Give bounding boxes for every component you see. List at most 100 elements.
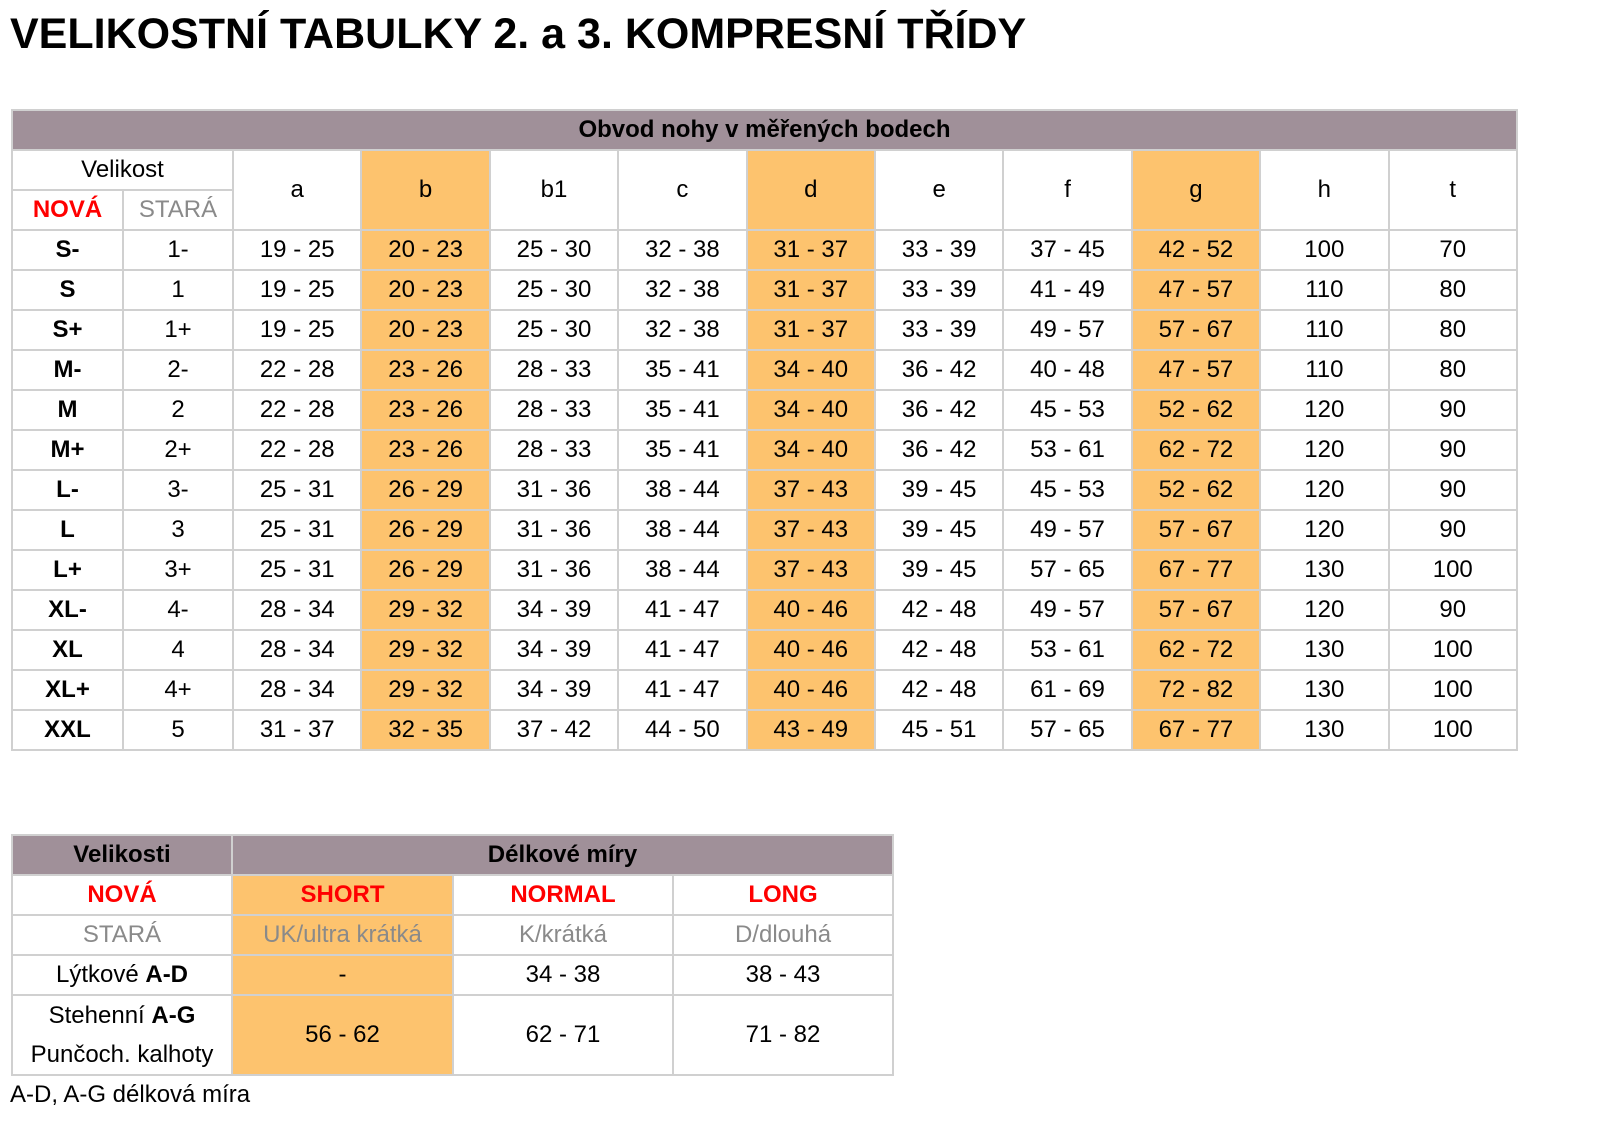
column-header-c: c bbox=[617, 149, 748, 231]
cell-t: 80 bbox=[1387, 269, 1519, 311]
cell-e: 33 - 39 bbox=[873, 309, 1005, 351]
cell-f: 57 - 65 bbox=[1002, 709, 1133, 751]
cell-f: 45 - 53 bbox=[1002, 389, 1133, 431]
cell-c: 32 - 38 bbox=[617, 229, 748, 271]
cell-b1: 31 - 36 bbox=[488, 469, 620, 511]
cell-d: 34 - 40 bbox=[745, 349, 876, 391]
cell-g: 52 - 62 bbox=[1130, 389, 1262, 431]
old-size: 2+ bbox=[122, 429, 234, 471]
cell-t: 90 bbox=[1387, 429, 1519, 471]
cell-e: 42 - 48 bbox=[873, 629, 1005, 671]
cell-c: 41 - 47 bbox=[617, 589, 748, 631]
sizes-header: Velikosti bbox=[11, 834, 233, 876]
cell-g: 62 - 72 bbox=[1130, 429, 1262, 471]
new-size: XL- bbox=[11, 589, 124, 631]
cell-b: 20 - 23 bbox=[360, 229, 491, 271]
table-row: XL- 4- 28 - 34 29 - 32 34 - 39 41 - 47 40 - 46… bbox=[11, 589, 1519, 631]
table-row: M- 2- 22 - 28 23 - 26 28 - 33 35 - 41 34 - 40 3… bbox=[11, 349, 1519, 391]
old-size-header: STARÁ bbox=[122, 189, 234, 231]
cell-f: 57 - 65 bbox=[1002, 549, 1133, 591]
calf-label-text: Lýtkové bbox=[55, 961, 146, 988]
table-caption: Obvod nohy v měřených bodech bbox=[11, 109, 1518, 151]
cell-b1: 34 - 39 bbox=[488, 629, 620, 671]
cell-d: 31 - 37 bbox=[745, 269, 876, 311]
new-size: M+ bbox=[11, 429, 124, 471]
new-size: S bbox=[11, 269, 124, 311]
cell-b: 29 - 32 bbox=[360, 669, 491, 711]
table-row: XL 4 28 - 34 29 - 32 34 - 39 41 - 47 40 - 46 42… bbox=[11, 629, 1519, 671]
cell-e: 39 - 45 bbox=[873, 509, 1005, 551]
table-row: M+ 2+ 22 - 28 23 - 26 28 - 33 35 - 41 34 - 40 3… bbox=[11, 429, 1519, 471]
cell-h: 120 bbox=[1259, 469, 1390, 511]
new-size: L- bbox=[11, 469, 124, 511]
column-header-e: e bbox=[873, 149, 1005, 231]
cell-b1: 28 - 33 bbox=[488, 389, 620, 431]
old-label: STARÁ bbox=[11, 914, 233, 956]
cell-a: 22 - 28 bbox=[231, 389, 363, 431]
cell-a: 19 - 25 bbox=[231, 229, 363, 271]
cell-h: 120 bbox=[1259, 389, 1390, 431]
cell-d: 34 - 40 bbox=[745, 429, 876, 471]
cell-b1: 25 - 30 bbox=[488, 269, 620, 311]
cell-b1: 31 - 36 bbox=[488, 549, 620, 591]
cell-d: 40 - 46 bbox=[745, 669, 876, 711]
cell-f: 53 - 61 bbox=[1002, 629, 1133, 671]
cell-e: 42 - 48 bbox=[873, 589, 1005, 631]
old-size: 1+ bbox=[122, 309, 234, 351]
cell-t: 80 bbox=[1387, 309, 1519, 351]
cell-b1: 28 - 33 bbox=[488, 429, 620, 471]
table-row: L- 3- 25 - 31 26 - 29 31 - 36 38 - 44 37 - 43 3… bbox=[11, 469, 1519, 511]
old-size-normal: K/krátká bbox=[452, 914, 674, 956]
old-size: 2 bbox=[122, 389, 234, 431]
cell-f: 40 - 48 bbox=[1002, 349, 1133, 391]
column-header-d: d bbox=[745, 149, 876, 231]
cell-h: 110 bbox=[1259, 349, 1390, 391]
calf-long: 38 - 43 bbox=[671, 954, 895, 996]
cell-b: 26 - 29 bbox=[360, 509, 491, 551]
table-row: S+ 1+ 19 - 25 20 - 23 25 - 30 32 - 38 31 - 37 3… bbox=[11, 309, 1519, 351]
calf-normal: 34 - 38 bbox=[452, 954, 674, 996]
cell-a: 22 - 28 bbox=[231, 349, 363, 391]
cell-d: 40 - 46 bbox=[745, 629, 876, 671]
new-size: XXL bbox=[11, 709, 124, 751]
cell-b1: 25 - 30 bbox=[488, 229, 620, 271]
cell-t: 100 bbox=[1387, 669, 1519, 711]
old-size: 1- bbox=[122, 229, 234, 271]
cell-t: 90 bbox=[1387, 389, 1519, 431]
cell-b: 20 - 23 bbox=[360, 269, 491, 311]
calf-short: - bbox=[231, 954, 454, 996]
old-size: 2- bbox=[122, 349, 234, 391]
table-row: XL+ 4+ 28 - 34 29 - 32 34 - 39 41 - 47 40 - 46… bbox=[11, 669, 1519, 711]
new-size: M bbox=[11, 389, 124, 431]
new-size: M- bbox=[11, 349, 124, 391]
cell-h: 120 bbox=[1259, 509, 1390, 551]
column-header-b1: b1 bbox=[488, 149, 620, 231]
cell-b: 23 - 26 bbox=[360, 429, 491, 471]
thigh-short: 56 - 62 bbox=[231, 994, 454, 1076]
cell-a: 28 - 34 bbox=[231, 669, 363, 711]
cell-c: 38 - 44 bbox=[617, 549, 748, 591]
thigh-label: Stehenní A-G Punčoch. kalhoty bbox=[11, 994, 233, 1076]
cell-f: 49 - 57 bbox=[1002, 309, 1133, 351]
cell-g: 47 - 57 bbox=[1130, 349, 1262, 391]
cell-e: 39 - 45 bbox=[873, 549, 1005, 591]
cell-c: 38 - 44 bbox=[617, 509, 748, 551]
old-size-long: D/dlouhá bbox=[671, 914, 895, 956]
column-header-h: h bbox=[1259, 149, 1390, 231]
cell-b: 26 - 29 bbox=[360, 549, 491, 591]
cell-g: 57 - 67 bbox=[1130, 589, 1262, 631]
cell-c: 35 - 41 bbox=[617, 349, 748, 391]
column-header-f: f bbox=[1002, 149, 1133, 231]
cell-c: 32 - 38 bbox=[617, 309, 748, 351]
cell-t: 100 bbox=[1387, 709, 1519, 751]
cell-d: 31 - 37 bbox=[745, 229, 876, 271]
new-size: S+ bbox=[11, 309, 124, 351]
cell-g: 67 - 77 bbox=[1130, 709, 1262, 751]
new-size: S- bbox=[11, 229, 124, 271]
size-header: Velikost bbox=[11, 149, 234, 191]
cell-f: 37 - 45 bbox=[1002, 229, 1133, 271]
cell-b1: 37 - 42 bbox=[488, 709, 620, 751]
cell-f: 61 - 69 bbox=[1002, 669, 1133, 711]
cell-g: 47 - 57 bbox=[1130, 269, 1262, 311]
column-header-b: b bbox=[360, 149, 491, 231]
